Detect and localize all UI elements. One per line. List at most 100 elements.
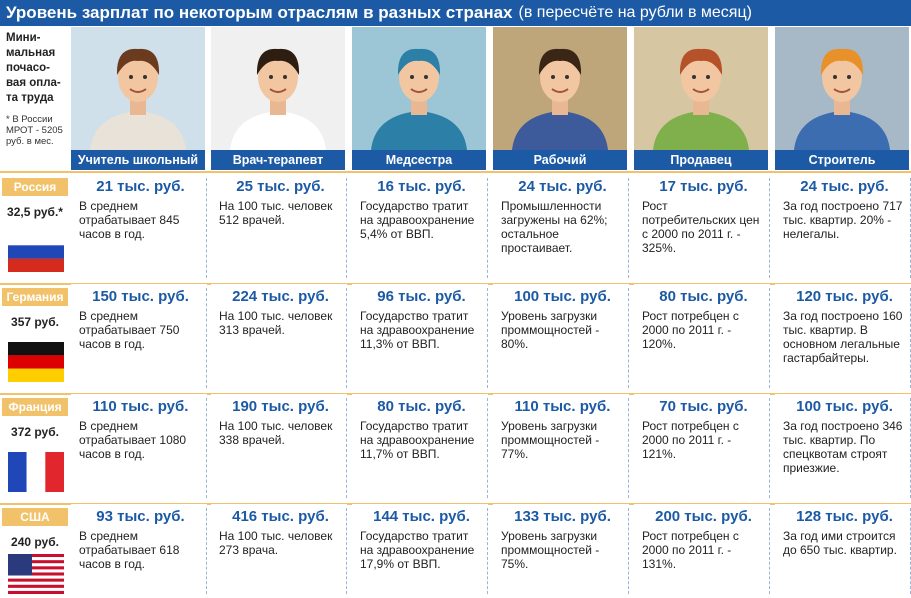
salary-cell: 110 тыс. руб. В среднем отрабатывает 1080…	[71, 394, 207, 502]
profession-label: Учитель школьный	[71, 150, 205, 170]
salary-value: 200 тыс. руб.	[655, 508, 752, 525]
salary-cell: 25 тыс. руб. На 100 тыс. человек 512 врач…	[211, 174, 347, 282]
salary-value: 144 тыс. руб.	[373, 508, 470, 525]
salary-cell: 17 тыс. руб. Рост потребительских цен с 2…	[634, 174, 770, 282]
title-bar: Уровень зарплат по некоторым отраслям в …	[0, 0, 911, 26]
nurse-photo	[352, 27, 486, 150]
profession-column-1: Учитель школьный	[71, 27, 205, 170]
salary-value: 128 тыс. руб.	[796, 508, 893, 525]
salary-value: 416 тыс. руб.	[232, 508, 329, 525]
profession-column-5: Продавец	[634, 27, 768, 170]
salary-cell: 93 тыс. руб. В среднем отрабатывает 618 ч…	[71, 504, 207, 598]
salary-value: 110 тыс. руб.	[92, 398, 189, 415]
salary-value: 100 тыс. руб.	[796, 398, 893, 415]
salary-cell: 200 тыс. руб. Рост потребцен с 2000 по 20…	[634, 504, 770, 598]
salary-value: 190 тыс. руб.	[232, 398, 329, 415]
salary-value: 24 тыс. руб.	[800, 178, 889, 195]
salary-value: 24 тыс. руб.	[518, 178, 607, 195]
country-cell: Россия 32,5 руб.*	[0, 174, 70, 282]
salary-note: В среднем отрабатывает 750 часов в год.	[79, 309, 180, 351]
salary-cell: 100 тыс. руб. За год построено 346 тыс. к…	[775, 394, 911, 502]
germany-flag	[8, 342, 64, 382]
france-flag	[8, 452, 64, 492]
salary-note: За год ими строится до 650 тыс. квартир.	[783, 529, 897, 557]
country-cell: Германия 357 руб.	[0, 284, 70, 392]
profession-label: Строитель	[775, 150, 909, 170]
salary-value: 80 тыс. руб.	[377, 398, 466, 415]
usa-flag	[8, 554, 64, 594]
salary-value: 25 тыс. руб.	[236, 178, 325, 195]
salary-note: Рост потребцен с 2000 по 2011 г. - 120%.	[642, 309, 739, 351]
salary-note: За год построено 160 тыс. квартир. В осн…	[783, 309, 903, 365]
salary-cell: 144 тыс. руб. Государство тратит на здрав…	[352, 504, 488, 598]
salary-note: Государство тратит на здравоохранение 11…	[360, 419, 475, 461]
salary-value: 224 тыс. руб.	[232, 288, 329, 305]
worker-photo	[493, 27, 627, 150]
salary-value: 21 тыс. руб.	[96, 178, 185, 195]
salary-note: Государство тратит на здравоохранение 11…	[360, 309, 475, 351]
salary-cell: 24 тыс. руб. За год построено 717 тыс. кв…	[775, 174, 911, 282]
country-name: Россия	[2, 178, 68, 196]
min-hourly-wage: 240 руб.	[11, 535, 59, 549]
russia-flag	[8, 232, 64, 272]
country-name: Франция	[2, 398, 68, 416]
salary-cell: 24 тыс. руб. Промышленности загружены на …	[493, 174, 629, 282]
salary-note: Рост потребительских цен с 2000 по 2011 …	[642, 199, 760, 255]
salary-note: Уровень загрузки проммощностей - 75%.	[501, 529, 600, 571]
teacher-photo	[71, 27, 205, 150]
seller-photo	[634, 27, 768, 150]
salary-cell: 96 тыс. руб. Государство тратит на здраво…	[352, 284, 488, 392]
profession-label: Медсестра	[352, 150, 486, 170]
salary-note: Промышленности загружены на 62%; остальн…	[501, 199, 608, 255]
salary-cell: 128 тыс. руб. За год ими строится до 650 …	[775, 504, 911, 598]
salary-value: 100 тыс. руб.	[514, 288, 611, 305]
salary-note: На 100 тыс. человек 313 врачей.	[219, 309, 333, 337]
salary-cell: 80 тыс. руб. Рост потребцен с 2000 по 201…	[634, 284, 770, 392]
profession-column-3: Медсестра	[352, 27, 486, 170]
salary-note: За год построено 717 тыс. квартир. 20% -…	[783, 199, 903, 241]
builder-photo	[775, 27, 909, 150]
salary-note: Рост потребцен с 2000 по 2011 г. - 131%.	[642, 529, 739, 571]
chart-title: Уровень зарплат по некоторым отраслям в …	[6, 3, 513, 22]
min-wage-label: Мини-мальная почасо-вая опла-та труда	[6, 32, 61, 104]
salary-note: На 100 тыс. человек 273 врача.	[219, 529, 333, 557]
profession-label: Врач-терапевт	[211, 150, 345, 170]
min-hourly-wage: 372 руб.	[11, 425, 59, 439]
salary-note: На 100 тыс. человек 338 врачей.	[219, 419, 333, 447]
profession-column-2: Врач-терапевт	[211, 27, 345, 170]
salary-note: Рост потребцен с 2000 по 2011 г. - 121%.	[642, 419, 739, 461]
salary-note: Государство тратит на здравоохранение 5,…	[360, 199, 475, 241]
country-name: Германия	[2, 288, 68, 306]
country-cell: США 240 руб.	[0, 504, 70, 598]
salary-cell: 133 тыс. руб. Уровень загрузки проммощнос…	[493, 504, 629, 598]
salary-cell: 150 тыс. руб. В среднем отрабатывает 750 …	[71, 284, 207, 392]
profession-column-4: Рабочий	[493, 27, 627, 170]
salary-note: В среднем отрабатывает 845 часов в год.	[79, 199, 180, 241]
salary-value: 80 тыс. руб.	[659, 288, 748, 305]
country-name: США	[2, 508, 68, 526]
doctor-photo	[211, 27, 345, 150]
salary-value: 110 тыс. руб.	[514, 398, 611, 415]
salary-cell: 190 тыс. руб. На 100 тыс. человек 338 вра…	[211, 394, 347, 502]
salary-note: Уровень загрузки проммощностей - 80%.	[501, 309, 600, 351]
salary-note: Государство тратит на здравоохранение 17…	[360, 529, 475, 571]
salary-cell: 416 тыс. руб. На 100 тыс. человек 273 вра…	[211, 504, 347, 598]
salary-cell: 21 тыс. руб. В среднем отрабатывает 845 ч…	[71, 174, 207, 282]
salary-cell: 16 тыс. руб. Государство тратит на здраво…	[352, 174, 488, 282]
salary-note: На 100 тыс. человек 512 врачей.	[219, 199, 333, 227]
profession-column-6: Строитель	[775, 27, 909, 170]
salary-note: За год построено 346 тыс. квартир. По сп…	[783, 419, 903, 475]
min-hourly-wage: 357 руб.	[11, 315, 59, 329]
salary-value: 120 тыс. руб.	[796, 288, 893, 305]
salary-value: 96 тыс. руб.	[377, 288, 466, 305]
salary-note: Уровень загрузки проммощностей - 77%.	[501, 419, 600, 461]
salary-cell: 120 тыс. руб. За год построено 160 тыс. к…	[775, 284, 911, 392]
salary-cell: 70 тыс. руб. Рост потребцен с 2000 по 201…	[634, 394, 770, 502]
row-divider	[0, 171, 911, 173]
salary-cell: 100 тыс. руб. Уровень загрузки проммощнос…	[493, 284, 629, 392]
profession-label: Рабочий	[493, 150, 627, 170]
salary-note: В среднем отрабатывает 618 часов в год.	[79, 529, 180, 571]
salary-value: 150 тыс. руб.	[92, 288, 189, 305]
min-wage-footnote: * В России МРОТ - 5205 руб. в мес.	[6, 114, 63, 147]
salary-value: 17 тыс. руб.	[659, 178, 748, 195]
